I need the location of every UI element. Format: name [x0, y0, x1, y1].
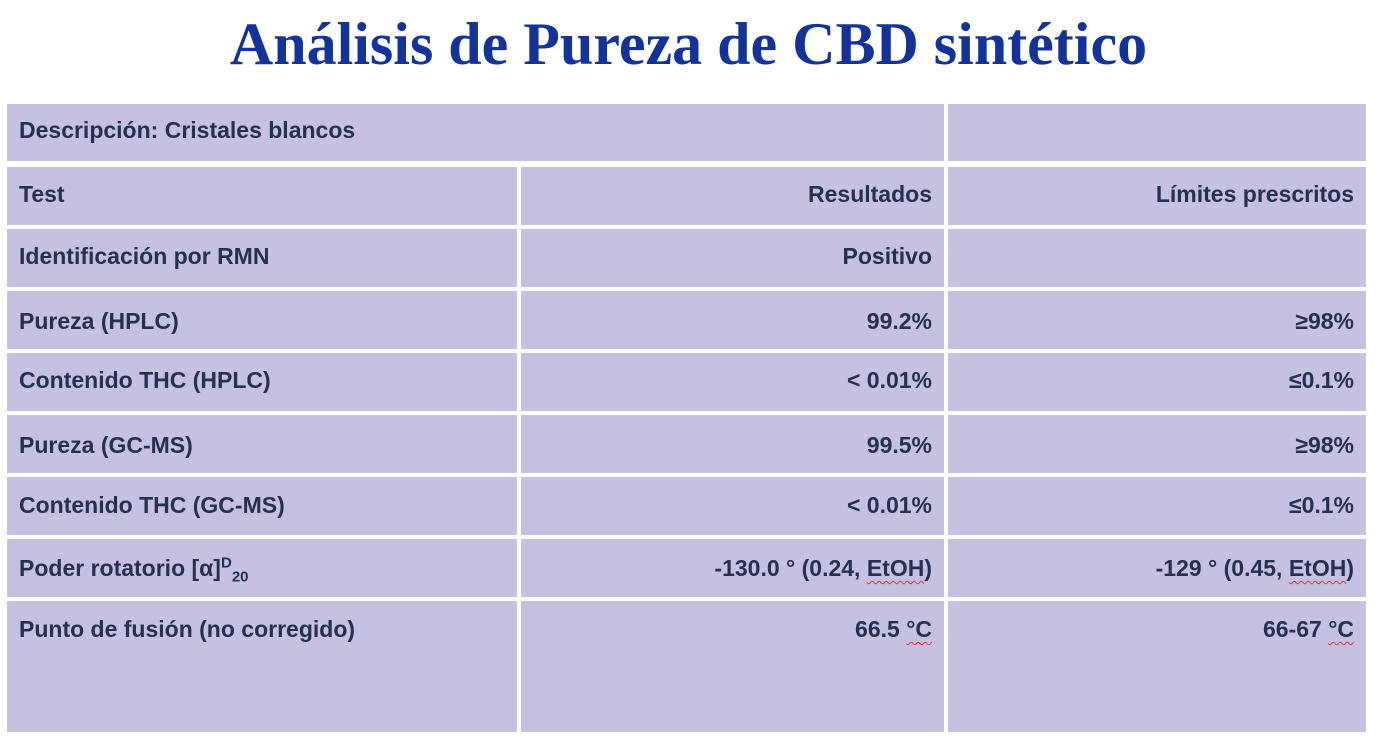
table-row-result: 99.5%: [521, 415, 944, 473]
header-limits: Límites prescritos: [1155, 181, 1354, 207]
table-row-result: 66.5 °C: [521, 601, 944, 732]
description-empty-cell: [948, 104, 1366, 161]
spellcheck-underline: °C: [1328, 616, 1354, 642]
table-row-test: Contenido THC (GC-MS): [7, 477, 517, 535]
table-row-result: < 0.01%: [521, 477, 944, 535]
table-row-result: < 0.01%: [521, 353, 944, 411]
spellcheck-underline: °C: [906, 616, 932, 642]
table-row-limit: ≤0.1%: [948, 353, 1366, 411]
table-row-limit: 66-67 °C: [948, 601, 1366, 732]
header-results: Resultados: [808, 181, 932, 207]
page-title: Análisis de Pureza de CBD sintético: [229, 11, 1148, 77]
table-row-test: Pureza (HPLC): [7, 291, 517, 349]
table-row-result: -130.0 ° (0.24, EtOH): [521, 539, 944, 597]
table-row-limit: ≥98%: [948, 415, 1366, 473]
table-row-test: Contenido THC (HPLC): [7, 353, 517, 411]
table-row-limit: ≥98%: [948, 291, 1366, 349]
table-row-result: 99.2%: [521, 291, 944, 349]
description-text: Descripción: Cristales blancos: [19, 117, 356, 143]
superscript-d: D: [220, 554, 232, 572]
spellcheck-underline: EtOH: [866, 555, 925, 581]
table-row-limit: -129 ° (0.45, EtOH): [948, 539, 1366, 597]
table-row-limit: ≤0.1%: [948, 477, 1366, 535]
table-row-test: Poder rotatorio [α]D20: [7, 539, 517, 597]
table-row-result: Positivo: [521, 229, 944, 287]
table-row-limit: [948, 229, 1366, 287]
header-test-cell: Test: [7, 167, 517, 225]
table-row-test: Identificación por RMN: [7, 229, 517, 287]
table-row-test: Punto de fusión (no corregido): [7, 601, 517, 732]
header-limits-cell: Límites prescritos: [948, 167, 1366, 225]
subscript-20: 20: [231, 568, 249, 586]
header-test: Test: [19, 181, 65, 207]
header-results-cell: Resultados: [521, 167, 944, 225]
description-cell: Descripción: Cristales blancos: [7, 104, 944, 161]
spellcheck-underline: EtOH: [1288, 555, 1347, 581]
table-row-test: Pureza (GC-MS): [7, 415, 517, 473]
